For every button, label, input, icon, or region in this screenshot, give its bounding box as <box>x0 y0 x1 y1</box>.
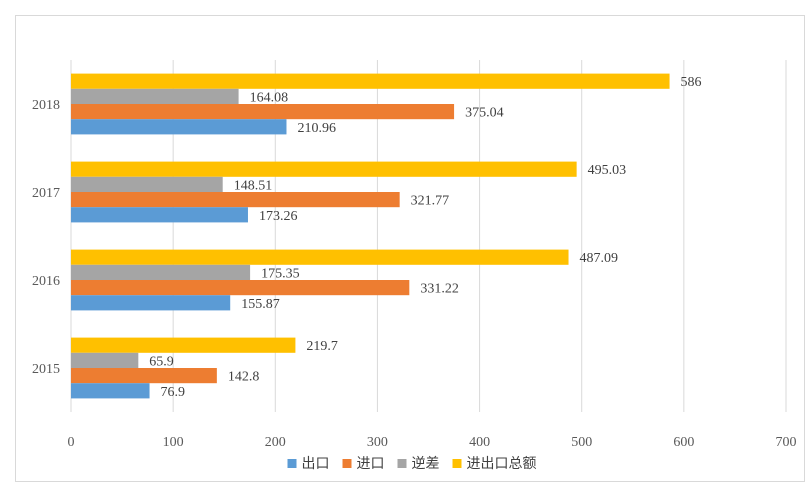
bar-2017-0 <box>71 161 577 177</box>
data-label: 586 <box>681 75 702 90</box>
y-tick-label-2018: 2018 <box>32 98 60 113</box>
legend-label: 逆差 <box>412 456 440 472</box>
bar-2016-0 <box>71 249 569 265</box>
bar-2018-2 <box>71 104 455 120</box>
data-label: 173.26 <box>259 209 298 224</box>
data-label: 321.77 <box>411 194 450 209</box>
bar-2017-3 <box>71 207 248 223</box>
legend-swatch <box>342 459 352 468</box>
data-label: 210.96 <box>297 121 336 136</box>
data-label: 487.09 <box>580 251 619 266</box>
legend-swatch <box>397 459 407 468</box>
data-label: 65.9 <box>149 354 174 369</box>
legend-swatch <box>287 459 297 468</box>
x-tick-label: 700 <box>776 435 797 450</box>
y-tick-label-2016: 2016 <box>32 274 60 289</box>
data-label: 375.04 <box>465 106 504 121</box>
x-tick-label: 500 <box>571 435 592 450</box>
x-tick-label: 300 <box>367 435 388 450</box>
bar-2015-1 <box>71 352 139 368</box>
bar-2015-0 <box>71 337 296 353</box>
bar-2015-3 <box>71 383 150 399</box>
bar-2018-3 <box>71 119 287 135</box>
x-tick-label: 0 <box>68 435 75 450</box>
bar-2016-2 <box>71 280 410 296</box>
y-tick-label-2015: 2015 <box>32 362 60 377</box>
legend-label: 进出口总额 <box>467 456 537 472</box>
bar-2016-1 <box>71 264 251 280</box>
category-axis: 2018 2017 2016 2015 <box>32 98 60 377</box>
data-label: 164.08 <box>250 90 289 105</box>
value-axis: 0 100 200 300 400 500 600 700 <box>68 435 797 450</box>
legend-label: 进口 <box>357 456 385 472</box>
data-label: 331.22 <box>420 282 459 297</box>
data-label: 76.9 <box>161 385 186 400</box>
bar-2017-1 <box>71 176 223 192</box>
data-labels: 586 164.08 375.04 210.96 495.03 148.51 321.77 1… <box>149 75 701 400</box>
bar-2018-0 <box>71 73 670 89</box>
bar-2018-1 <box>71 88 239 104</box>
data-label: 142.8 <box>228 370 259 385</box>
data-label: 155.87 <box>241 297 280 312</box>
legend: 出口 进口 逆差 进出口总额 <box>287 456 537 472</box>
x-tick-label: 200 <box>265 435 286 450</box>
y-tick-label-2017: 2017 <box>32 186 60 201</box>
data-label: 175.35 <box>261 266 300 281</box>
legend-swatch <box>452 459 462 468</box>
x-tick-label: 400 <box>469 435 490 450</box>
bar-2015-2 <box>71 368 217 384</box>
data-label: 219.7 <box>306 339 338 354</box>
data-label: 148.51 <box>234 178 273 193</box>
bar-2017-2 <box>71 192 400 208</box>
legend-label: 出口 <box>302 456 330 472</box>
data-label: 495.03 <box>588 163 627 178</box>
x-tick-label: 600 <box>673 435 694 450</box>
bars <box>71 73 670 399</box>
bar-2016-3 <box>71 295 231 311</box>
x-tick-label: 100 <box>163 435 184 450</box>
